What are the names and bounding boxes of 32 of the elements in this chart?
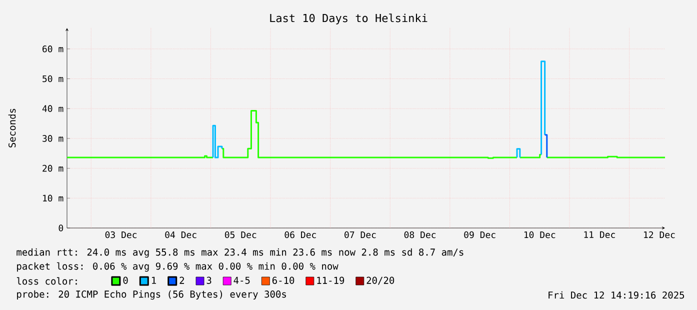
x-tick-label: 12 Dec [644, 231, 675, 238]
text: packet loss: 0.06 % avg 9.69 % max 0.00 % min 0.00 % now [17, 262, 338, 272]
y-tick-label: 60 m [42, 45, 64, 52]
y-axis-title: Seconds [8, 108, 16, 148]
legend-label: 2 [180, 276, 184, 284]
legend-label: 20/20 [366, 276, 394, 285]
legend-label: 11-19 [317, 276, 344, 284]
x-tick-label: 06 Dec [284, 231, 316, 238]
x-tick-label: 05 Dec [224, 231, 256, 238]
legend-label: 6-10 [272, 276, 294, 284]
legend-label: 3 [206, 276, 212, 284]
legend-label: 4-5 [234, 276, 250, 284]
y-tick-label: 10 m [43, 194, 64, 202]
y-tick-label: 0 [58, 224, 64, 232]
x-tick-label: 11 Dec [584, 231, 615, 238]
legend-label: 0 [123, 276, 128, 284]
y-tick-label: 50 m [42, 75, 64, 82]
text: median rtt: 24.0 ms avg 55.8 ms max 23.4 ms min 23.6 ms now 2.8 ms sd 8.7 am/s [16, 248, 464, 258]
legend-label: 1 [152, 276, 156, 284]
chart-title: Last 10 Days to Helsinki [270, 14, 428, 24]
text: Fri Dec 12 14:19:16 2025 [548, 291, 684, 299]
text: probe: 20 ICMP Echo Pings (56 Bytes) every 300s [17, 290, 286, 300]
x-tick-label: 03 Dec [105, 231, 137, 238]
x-tick-label: 08 Dec [404, 231, 436, 238]
x-tick-label: 04 Dec [165, 231, 196, 238]
x-tick-label: 10 Dec [524, 231, 556, 238]
y-tick-label: 30 m [42, 135, 64, 142]
x-tick-label: 07 Dec [344, 231, 376, 238]
x-tick-label: 09 Dec [464, 231, 496, 238]
y-tick-label: 20 m [42, 164, 64, 172]
legend-title: loss color: [16, 277, 77, 285]
y-tick-label: 40 m [42, 105, 64, 112]
